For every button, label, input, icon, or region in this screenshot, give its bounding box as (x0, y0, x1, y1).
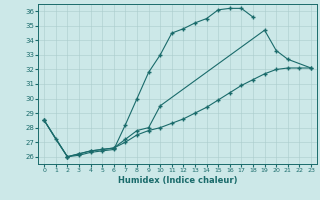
X-axis label: Humidex (Indice chaleur): Humidex (Indice chaleur) (118, 176, 237, 185)
